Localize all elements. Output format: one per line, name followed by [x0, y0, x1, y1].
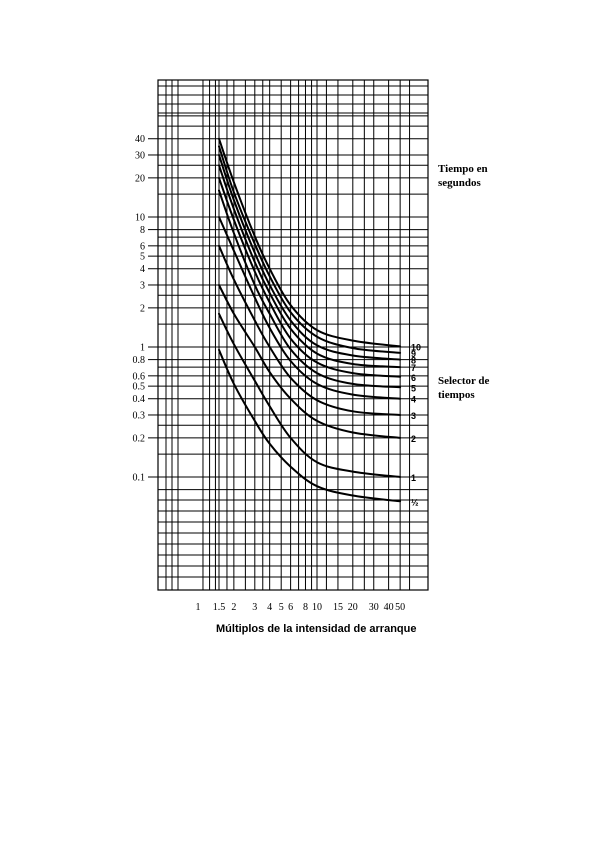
series-label-8: 3 [411, 411, 416, 421]
series-line-7 [218, 216, 402, 400]
y-tick-label: 0.3 [133, 410, 146, 421]
series-line-9 [218, 284, 402, 439]
y-tick-label: 5 [140, 252, 145, 263]
y-tick-label: 0.8 [133, 355, 146, 366]
series-label-10: 1 [411, 473, 416, 483]
series-line-1 [218, 137, 402, 348]
y-tick-label: 2 [140, 303, 145, 314]
y-tick-label: 0.4 [133, 394, 146, 405]
series-line-3 [218, 154, 402, 361]
x-tick-label: 15 [333, 602, 343, 613]
y-axis-title: Tiempo en segundos [438, 163, 488, 189]
x-tick-label: 10 [312, 602, 322, 613]
x-tick-label: 1 [196, 602, 201, 613]
series-label-2: 9 [411, 349, 416, 359]
y-tick-label: 30 [135, 150, 145, 161]
x-axis-title: Múltiplos de la intensidad de arranque [216, 623, 417, 635]
y-tick-label: 0.5 [133, 382, 146, 393]
series-label-6: 5 [411, 383, 416, 393]
y-tick-label: 1 [140, 343, 145, 354]
series-label-11: ½ [411, 497, 419, 507]
x-tick-label: 4 [267, 602, 272, 613]
chart-axes [148, 79, 429, 591]
series-line-8 [218, 244, 402, 416]
x-tick-label: 8 [303, 602, 308, 613]
series-line-10 [218, 312, 402, 478]
chart-grid [158, 80, 428, 590]
x-tick-label: 40 [384, 602, 394, 613]
y-tick-label: 10 [135, 213, 145, 224]
x-tick-label: 3 [252, 602, 257, 613]
series-label-9: 2 [411, 434, 416, 444]
y-tick-label: 20 [135, 173, 145, 184]
series-line-4 [218, 164, 402, 369]
series-label-3: 8 [411, 356, 416, 366]
y-tick-label: 3 [140, 280, 145, 291]
series-line-5 [218, 176, 402, 378]
series-label-1: 10 [411, 342, 421, 352]
plot-frame [157, 79, 429, 591]
x-tick-label: 1.5 [213, 602, 226, 613]
y-tick-label: 4 [140, 264, 145, 275]
y-tick-label: 0.6 [133, 371, 146, 382]
y-tick-label: 0.1 [133, 473, 146, 484]
x-tick-label: 30 [369, 602, 379, 613]
series-line-11 [218, 348, 402, 503]
x-tick-label: 5 [279, 602, 284, 613]
x-tick-label: 2 [231, 602, 236, 613]
y-tick-label: 40 [135, 134, 145, 145]
x-tick-label: 6 [288, 602, 293, 613]
series-line-2 [218, 145, 402, 354]
series-label-4: 7 [411, 363, 416, 373]
y-tick-label: 8 [140, 225, 145, 236]
series-line-6 [218, 189, 402, 389]
x-tick-label: 50 [395, 602, 405, 613]
legend-title: Selector de tiempos [438, 375, 490, 401]
series-label-7: 4 [411, 395, 416, 405]
y-tick-label: 6 [140, 241, 145, 252]
x-tick-label: 20 [348, 602, 358, 613]
chart-curves [218, 137, 402, 503]
series-label-5: 6 [411, 373, 416, 383]
y-tick-label: 0.2 [133, 433, 146, 444]
